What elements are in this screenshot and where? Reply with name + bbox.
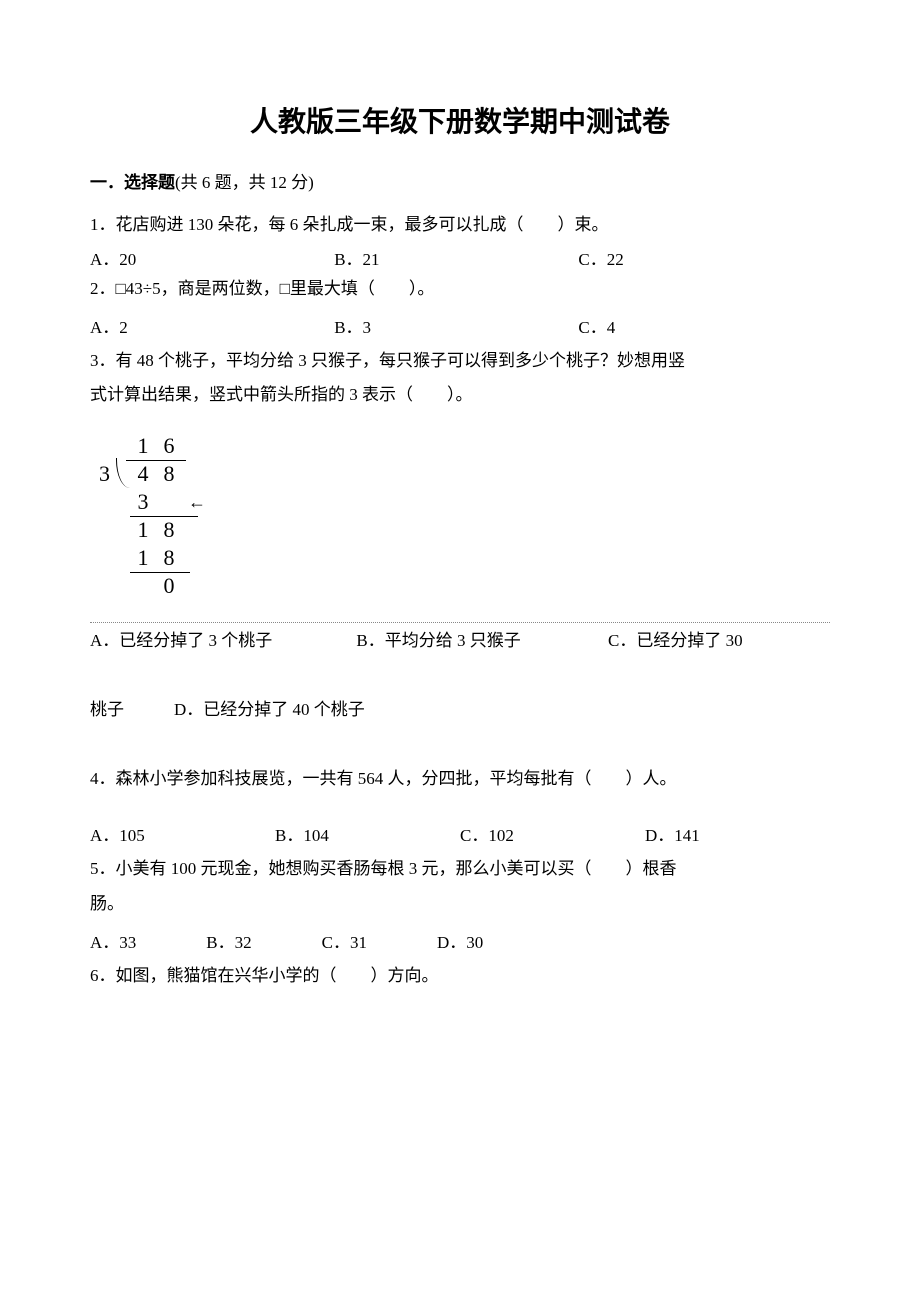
q3-option-c-cont: 桃子 xyxy=(90,696,124,725)
ld-final-remainder: 0 xyxy=(156,575,182,597)
ld-remainder1-ones: 8 xyxy=(156,519,182,541)
q4-option-b: B．104 xyxy=(275,822,460,851)
q4-option-a: A．105 xyxy=(90,822,275,851)
arrow-left-icon: ← xyxy=(188,493,206,511)
q4-option-c: C．102 xyxy=(460,822,645,851)
q3-option-c: C．已经分掉了 30 xyxy=(608,627,830,656)
q4-option-d: D．141 xyxy=(645,822,830,851)
ld-product2-ones: 8 xyxy=(156,547,182,569)
q5-options: A．33 B．32 C．31 D．30 xyxy=(90,929,830,958)
ld-dividend-tens: 4 xyxy=(130,463,156,485)
ld-dividend-ones: 8 xyxy=(156,463,182,485)
q3-option-b: B．平均分给 3 只猴子 xyxy=(356,627,608,656)
q1-options: A．20 B．21 C．22 xyxy=(90,246,830,275)
ld-remainder1-tens: 1 xyxy=(130,519,156,541)
q1-option-b: B．21 xyxy=(334,246,578,275)
q3-options-row2: 桃子 D．已经分掉了 40 个桃子 xyxy=(90,696,830,725)
q1-option-a: A．20 xyxy=(90,246,334,275)
ld-divisor: 3 xyxy=(90,463,112,485)
q6-stem: 6．如图，熊猫馆在兴华小学的（ ）方向。 xyxy=(90,962,830,991)
q2-options: A．2 B．3 C．4 xyxy=(90,314,830,343)
q5-stem-line2: 肠。 xyxy=(90,890,830,919)
page-title: 人教版三年级下册数学期中测试卷 xyxy=(90,100,830,140)
q4-options: A．105 B．104 C．102 D．141 xyxy=(90,822,830,851)
q5-option-a: A．33 xyxy=(90,929,136,958)
q3-long-division: 1 6 3 4 8 3 ← xyxy=(90,432,830,600)
section-1-header: 一．选择题(共 6 题，共 12 分) xyxy=(90,168,830,193)
q3-stem-line1: 3．有 48 个桃子，平均分给 3 只猴子，每只猴子可以得到多少个桃子？妙想用竖 xyxy=(90,347,830,376)
exam-page: 人教版三年级下册数学期中测试卷 一．选择题(共 6 题，共 12 分) 1．花店… xyxy=(0,0,920,1302)
q3-option-a: A．已经分掉了 3 个桃子 xyxy=(90,627,356,656)
q5-option-d: D．30 xyxy=(437,929,483,958)
q1-option-c: C．22 xyxy=(578,246,822,275)
ld-quotient-ones: 6 xyxy=(156,435,182,457)
q2-stem: 2．□43÷5，商是两位数，□里最大填（ ）。 xyxy=(90,275,830,304)
q3-stem-line2: 式计算出结果，竖式中箭头所指的 3 表示（ ）。 xyxy=(90,381,830,410)
q1-stem: 1．花店购进 130 朵花，每 6 朵扎成一束，最多可以扎成（ ）束。 xyxy=(90,211,830,240)
section-1-label: 一．选择题 xyxy=(90,173,175,192)
ld-product2-tens: 1 xyxy=(130,547,156,569)
section-1-meta: (共 6 题，共 12 分) xyxy=(175,173,314,192)
q2-option-b: B．3 xyxy=(334,314,578,343)
q5-stem-line1: 5．小美有 100 元现金，她想购买香肠每根 3 元，那么小美可以买（ ）根香 xyxy=(90,855,830,884)
q4-stem: 4．森林小学参加科技展览，一共有 564 人，分四批，平均每批有（ ）人。 xyxy=(90,765,830,794)
q5-option-b: B．32 xyxy=(206,929,251,958)
ld-quotient-tens: 1 xyxy=(130,435,156,457)
q3-options-row1: A．已经分掉了 3 个桃子 B．平均分给 3 只猴子 C．已经分掉了 30 xyxy=(90,627,830,656)
q3-option-d: D．已经分掉了 40 个桃子 xyxy=(174,696,365,725)
q2-option-c: C．4 xyxy=(578,314,822,343)
q2-option-a: A．2 xyxy=(90,314,334,343)
ld-product1: 3 xyxy=(130,491,156,513)
ld-bracket xyxy=(112,460,130,488)
q5-option-c: C．31 xyxy=(322,929,367,958)
